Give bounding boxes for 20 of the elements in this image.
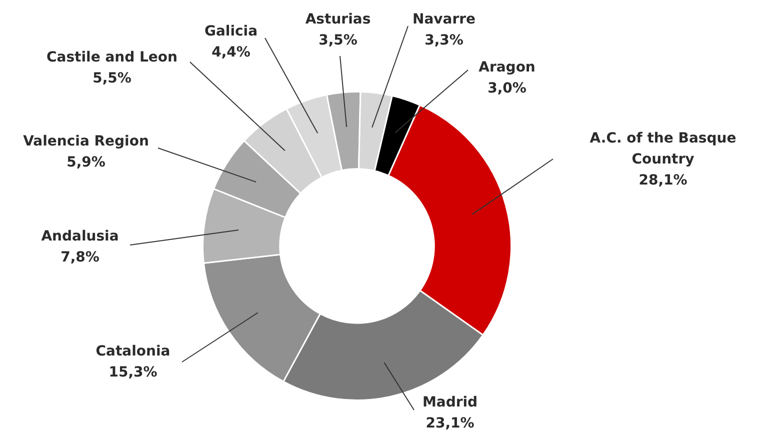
data-label: 15,3% xyxy=(108,364,158,381)
slice-label: Valencia Region xyxy=(23,134,149,150)
slice-label: Asturias xyxy=(305,12,371,28)
data-label: 4,4% xyxy=(212,44,250,61)
slice-label: Aragon xyxy=(478,60,536,76)
data-label: 3,0% xyxy=(488,80,526,97)
slice-label: Andalusia xyxy=(41,228,119,245)
slice-label: A.C. of the Basque Country xyxy=(590,130,736,168)
data-label: 5,9% xyxy=(66,154,106,171)
slice-label: Galicia xyxy=(204,24,258,40)
slice-label: Castile and Leon xyxy=(46,50,178,66)
data-label: 23,1% xyxy=(426,416,474,432)
slice-label: Catalonia xyxy=(96,344,170,360)
slice-label: Madrid xyxy=(422,394,478,411)
data-label: 5,5% xyxy=(92,70,132,87)
data-label: 7,8% xyxy=(60,250,100,266)
data-label: 28,1% xyxy=(638,172,688,189)
data-label: 3,5% xyxy=(318,32,358,49)
slice-label: Navarre xyxy=(412,12,476,28)
data-label: 3,3% xyxy=(424,32,464,49)
